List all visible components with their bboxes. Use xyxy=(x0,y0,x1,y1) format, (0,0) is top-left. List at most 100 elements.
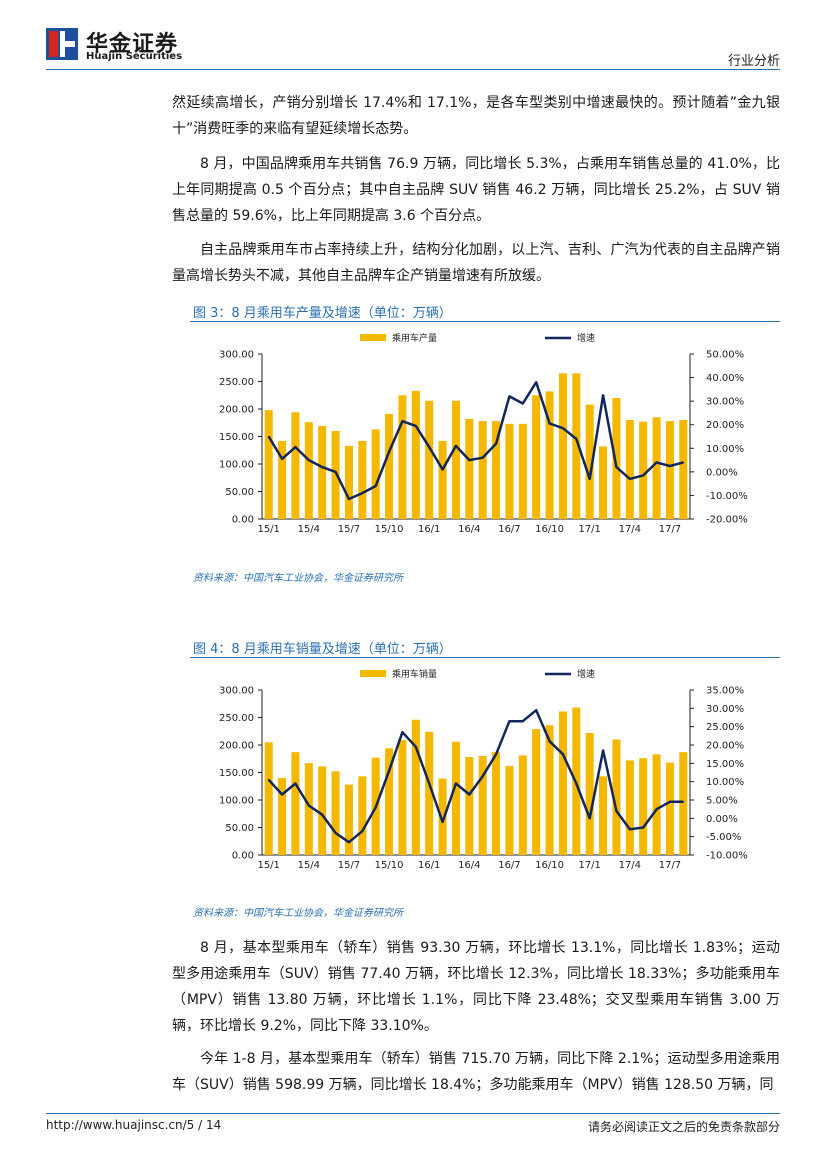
left-tick-label: 150.00 xyxy=(219,432,254,443)
growth-point-16/8 xyxy=(522,402,524,405)
bar-15/10 xyxy=(385,413,394,519)
bar-15/8 xyxy=(358,440,367,519)
growth-point-15/8 xyxy=(361,492,364,494)
growth-point-16/1 xyxy=(428,446,430,448)
figure-4-chart: 乘用车销量 增速 0.00 50.00 100.00 150.00 200.00 250.00… xyxy=(190,663,780,888)
bar-16/7 xyxy=(505,423,514,519)
bar-15/10 xyxy=(385,748,394,855)
growth-point-16/9 xyxy=(535,381,537,384)
left-tick-label: 0.00 xyxy=(232,515,254,526)
growth-point-15/5 xyxy=(321,466,323,468)
paragraph-5: 今年 1-8 月，基本型乘用车（轿车）销售 715.70 万辆，同比下降 2.1… xyxy=(172,1051,780,1093)
right-tick-label: 10.00% xyxy=(706,777,744,788)
growth-point-16/2 xyxy=(441,468,444,471)
bar-17/7 xyxy=(665,421,674,519)
x-tick-label: 15/7 xyxy=(338,860,360,871)
chart-svg: 乘用车产量 增速 0.00 50.00 100.00 150.00 200.00 250.00… xyxy=(219,332,748,535)
growth-point-15/2 xyxy=(281,458,283,460)
figure-3-rule xyxy=(190,321,780,322)
figure-3-source: 资料来源：中国汽车工业协会，华金证券研究所 xyxy=(193,573,403,584)
growth-point-15/7 xyxy=(348,498,350,500)
bar-17/8 xyxy=(679,752,688,855)
paragraph-4: 8 月，基本型乘用车（轿车）销售 93.30 万辆，环比增长 13.1%，同比增… xyxy=(172,940,780,1034)
growth-point-15/6 xyxy=(334,471,337,473)
x-tick-label: 16/7 xyxy=(498,524,520,535)
footer-website-link[interactable]: http://www.huajinsc.cn/5 / 14 xyxy=(46,1118,222,1132)
growth-point-17/1 xyxy=(588,478,591,480)
x-tick-label: 16/10 xyxy=(535,524,564,535)
growth-point-17/2 xyxy=(602,749,604,752)
paragraph-2: 8 月，中国品牌乘用车共销售 76.9 万辆，同比增长 5.3%，占乘用车销售总… xyxy=(172,156,780,224)
left-tick-label: 100.00 xyxy=(219,796,254,807)
bar-16/5 xyxy=(478,756,487,855)
header-divider xyxy=(46,69,780,70)
growth-point-16/10 xyxy=(548,740,551,743)
growth-point-16/5 xyxy=(481,456,484,459)
x-tick-label: 16/10 xyxy=(535,860,564,871)
bar-17/8 xyxy=(679,420,688,519)
bar-15/1 xyxy=(264,742,273,855)
bar-15/9 xyxy=(371,429,380,519)
growth-point-15/1 xyxy=(267,435,270,438)
growth-point-17/3 xyxy=(615,810,618,812)
legend-label-line: 增速 xyxy=(577,332,595,344)
bar-16/1 xyxy=(425,731,434,855)
paragraph-3: 自主品牌乘用车市占率持续上升，结构分化加剧，以上汽、吉利、广汽为代表的自主品牌产… xyxy=(172,242,780,284)
bar-16/3 xyxy=(451,741,460,855)
bar-16/6 xyxy=(492,421,501,519)
x-tick-label: 17/4 xyxy=(619,524,641,535)
growth-point-17/7 xyxy=(669,465,671,467)
growth-point-16/3 xyxy=(455,782,457,785)
growth-point-16/4 xyxy=(468,793,471,796)
right-tick-label: 50.00% xyxy=(706,350,744,361)
right-tick-label: 15.00% xyxy=(706,759,744,770)
x-tick-label: 15/4 xyxy=(298,860,320,871)
right-tick-label: 0.00% xyxy=(706,814,738,825)
growth-point-15/2 xyxy=(281,793,283,796)
bar-16/5 xyxy=(478,421,487,519)
growth-point-15/10 xyxy=(388,769,390,772)
x-tick-label: 15/1 xyxy=(257,524,279,535)
bar-17/6 xyxy=(652,754,661,855)
x-tick-label: 16/4 xyxy=(458,860,480,871)
bar-15/11 xyxy=(398,740,407,855)
growth-point-16/4 xyxy=(468,459,471,461)
right-tick-label: 5.00% xyxy=(706,796,738,807)
growth-point-15/3 xyxy=(294,782,297,785)
growth-point-16/12 xyxy=(575,782,578,785)
legend-swatch-bar xyxy=(360,670,386,677)
growth-point-15/11 xyxy=(401,420,404,422)
left-tick-label: 100.00 xyxy=(219,460,254,471)
x-tick-label: 17/1 xyxy=(578,860,600,871)
growth-point-15/12 xyxy=(415,746,417,748)
growth-point-15/9 xyxy=(374,806,377,809)
growth-point-17/4 xyxy=(629,828,631,831)
bar-17/5 xyxy=(639,758,648,855)
bar-16/11 xyxy=(558,373,567,519)
growth-point-16/10 xyxy=(548,422,551,425)
x-tick-label: 16/1 xyxy=(418,524,440,535)
growth-point-17/6 xyxy=(655,461,658,464)
bar-15/2 xyxy=(278,440,287,519)
growth-point-16/6 xyxy=(495,753,497,755)
brand-name-en: Huajin Securities xyxy=(86,51,183,62)
growth-point-16/5 xyxy=(481,775,484,777)
bar-17/3 xyxy=(612,739,621,855)
growth-point-17/2 xyxy=(602,394,604,397)
growth-point-16/11 xyxy=(562,427,564,430)
growth-point-17/4 xyxy=(629,478,631,480)
bar-17/1 xyxy=(585,732,594,855)
left-tick-label: 200.00 xyxy=(219,741,254,752)
growth-point-17/7 xyxy=(669,801,671,803)
growth-point-17/3 xyxy=(615,466,618,468)
bar-17/4 xyxy=(625,760,634,855)
right-tick-label: 25.00% xyxy=(706,722,744,733)
x-tick-label: 17/4 xyxy=(619,860,641,871)
x-tick-label: 15/10 xyxy=(375,524,404,535)
right-tick-label: 30.00% xyxy=(706,397,744,408)
growth-line xyxy=(267,381,684,501)
growth-point-15/7 xyxy=(348,841,350,843)
growth-line xyxy=(267,708,684,844)
right-tick-label: 30.00% xyxy=(706,704,744,715)
bar-15/2 xyxy=(278,778,287,855)
